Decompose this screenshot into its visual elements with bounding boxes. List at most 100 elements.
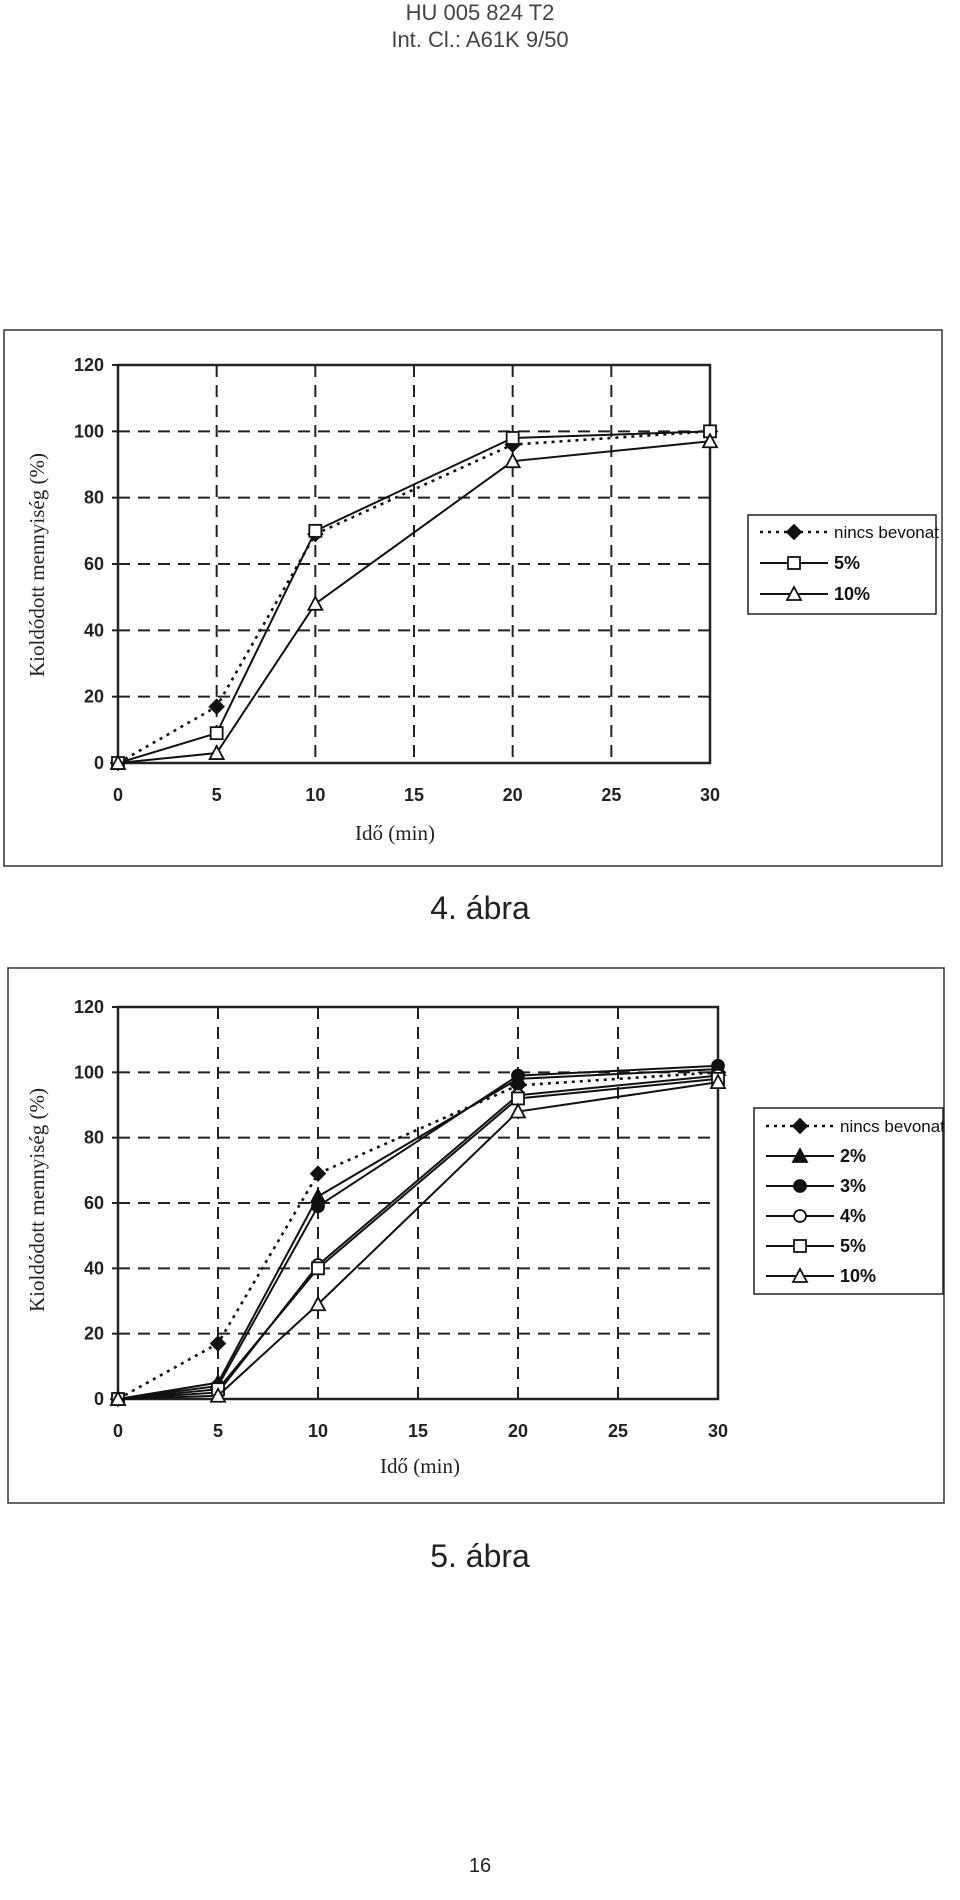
- legend-entry: nincs bevonat: [760, 523, 939, 542]
- x-tick-label: 20: [503, 785, 523, 805]
- data-point: [709, 1064, 727, 1081]
- data-point: [701, 432, 719, 449]
- y-axis-label: Kioldódott mennyiség (%): [25, 453, 49, 677]
- legend-label: 5%: [840, 1236, 866, 1256]
- data-point: [711, 1058, 725, 1073]
- series-line: [117, 1077, 719, 1400]
- data-point: [504, 436, 521, 453]
- y-tick-label: 100: [74, 421, 104, 441]
- data-point: [111, 1392, 125, 1406]
- data-point: [711, 1071, 725, 1086]
- legend-marker: [785, 585, 803, 601]
- legend-box: [753, 1107, 944, 1295]
- x-tick-label: 15: [404, 785, 424, 805]
- legend-entry: 10%: [766, 1266, 876, 1286]
- legend-box: [747, 514, 937, 615]
- data-point: [111, 1392, 125, 1406]
- series-line: [117, 430, 711, 765]
- y-tick-label: 120: [74, 355, 104, 375]
- series-line: [117, 1074, 719, 1400]
- y-tick-label: 0: [94, 753, 104, 773]
- y-tick-label: 40: [84, 620, 104, 640]
- data-point: [211, 1379, 225, 1393]
- series-3-: [111, 1058, 725, 1406]
- legend-entry: 4%: [766, 1206, 866, 1226]
- data-point: [109, 1390, 127, 1406]
- plot-area: [116, 1005, 720, 1401]
- x-tick-label: 0: [113, 1421, 123, 1441]
- y-tick-label: 60: [84, 554, 104, 574]
- data-point: [711, 1068, 725, 1083]
- data-point: [701, 423, 719, 440]
- chart-border: [7, 967, 945, 1504]
- data-point: [309, 1295, 327, 1312]
- legend-label: nincs bevonat: [834, 523, 939, 542]
- data-point: [309, 1165, 327, 1182]
- data-point: [509, 1069, 527, 1086]
- data-point: [307, 525, 324, 543]
- series-10-: [109, 1073, 727, 1406]
- series-line: [117, 430, 711, 764]
- series-5-: [111, 424, 717, 770]
- data-point: [306, 594, 324, 611]
- series-line: [117, 1064, 719, 1400]
- data-point: [703, 424, 717, 439]
- patent-number: HU 005 824 T2: [405, 0, 555, 25]
- legend-marker: [791, 1267, 809, 1283]
- data-point: [709, 1060, 727, 1076]
- plot-area: [116, 363, 712, 765]
- legend-marker: [787, 556, 801, 570]
- legend-entry: 5%: [766, 1236, 866, 1256]
- data-point: [504, 452, 522, 469]
- y-tick-label: 80: [84, 488, 104, 508]
- series-nincs-bevonat: [109, 423, 719, 772]
- data-point: [709, 1073, 727, 1090]
- data-point: [311, 1261, 325, 1276]
- data-point: [511, 1091, 525, 1106]
- data-point: [309, 1187, 327, 1204]
- x-tick-label: 25: [601, 785, 621, 805]
- data-point: [111, 1392, 125, 1406]
- page-number: 16: [468, 1855, 492, 1877]
- series-2-: [109, 1060, 727, 1406]
- legend-entry: nincs bevonat: [766, 1117, 945, 1136]
- data-point: [311, 1199, 325, 1214]
- figure-caption-4: 4. ábra: [430, 890, 530, 926]
- data-point: [109, 754, 127, 772]
- series-10-: [109, 432, 719, 770]
- legend-label: 4%: [840, 1206, 866, 1226]
- series-line: [117, 1071, 719, 1401]
- data-point: [505, 431, 520, 445]
- x-tick-label: 0: [113, 785, 123, 805]
- legend-entry: 2%: [766, 1146, 866, 1166]
- series-5-: [111, 1071, 725, 1406]
- legend-marker: [793, 1179, 807, 1193]
- y-tick-label: 20: [84, 1324, 104, 1344]
- y-tick-label: 120: [74, 997, 104, 1017]
- data-point: [209, 1386, 227, 1403]
- x-tick-label: 5: [213, 1421, 223, 1441]
- legend-label: 10%: [834, 584, 870, 604]
- data-point: [109, 754, 127, 770]
- data-point: [109, 1390, 127, 1408]
- legend-label: nincs bevonat: [840, 1117, 945, 1136]
- x-axis-label: Idő (min): [380, 1454, 460, 1478]
- series-line: [117, 440, 711, 764]
- legend-marker: [785, 523, 803, 541]
- data-point: [511, 1088, 525, 1103]
- y-tick-label: 60: [84, 1193, 104, 1213]
- x-tick-label: 10: [308, 1421, 328, 1441]
- legend-entry: 10%: [760, 584, 870, 604]
- data-point: [308, 523, 323, 538]
- x-tick-label: 30: [708, 1421, 728, 1441]
- x-tick-label: 10: [305, 785, 325, 805]
- x-axis-label: Idő (min): [355, 821, 435, 845]
- legend-label: 2%: [840, 1146, 866, 1166]
- chart-border: [3, 329, 943, 867]
- legend-marker: [791, 1147, 809, 1163]
- data-point: [209, 1373, 227, 1390]
- y-tick-label: 20: [84, 687, 104, 707]
- data-point: [311, 1258, 325, 1272]
- x-tick-label: 25: [608, 1421, 628, 1441]
